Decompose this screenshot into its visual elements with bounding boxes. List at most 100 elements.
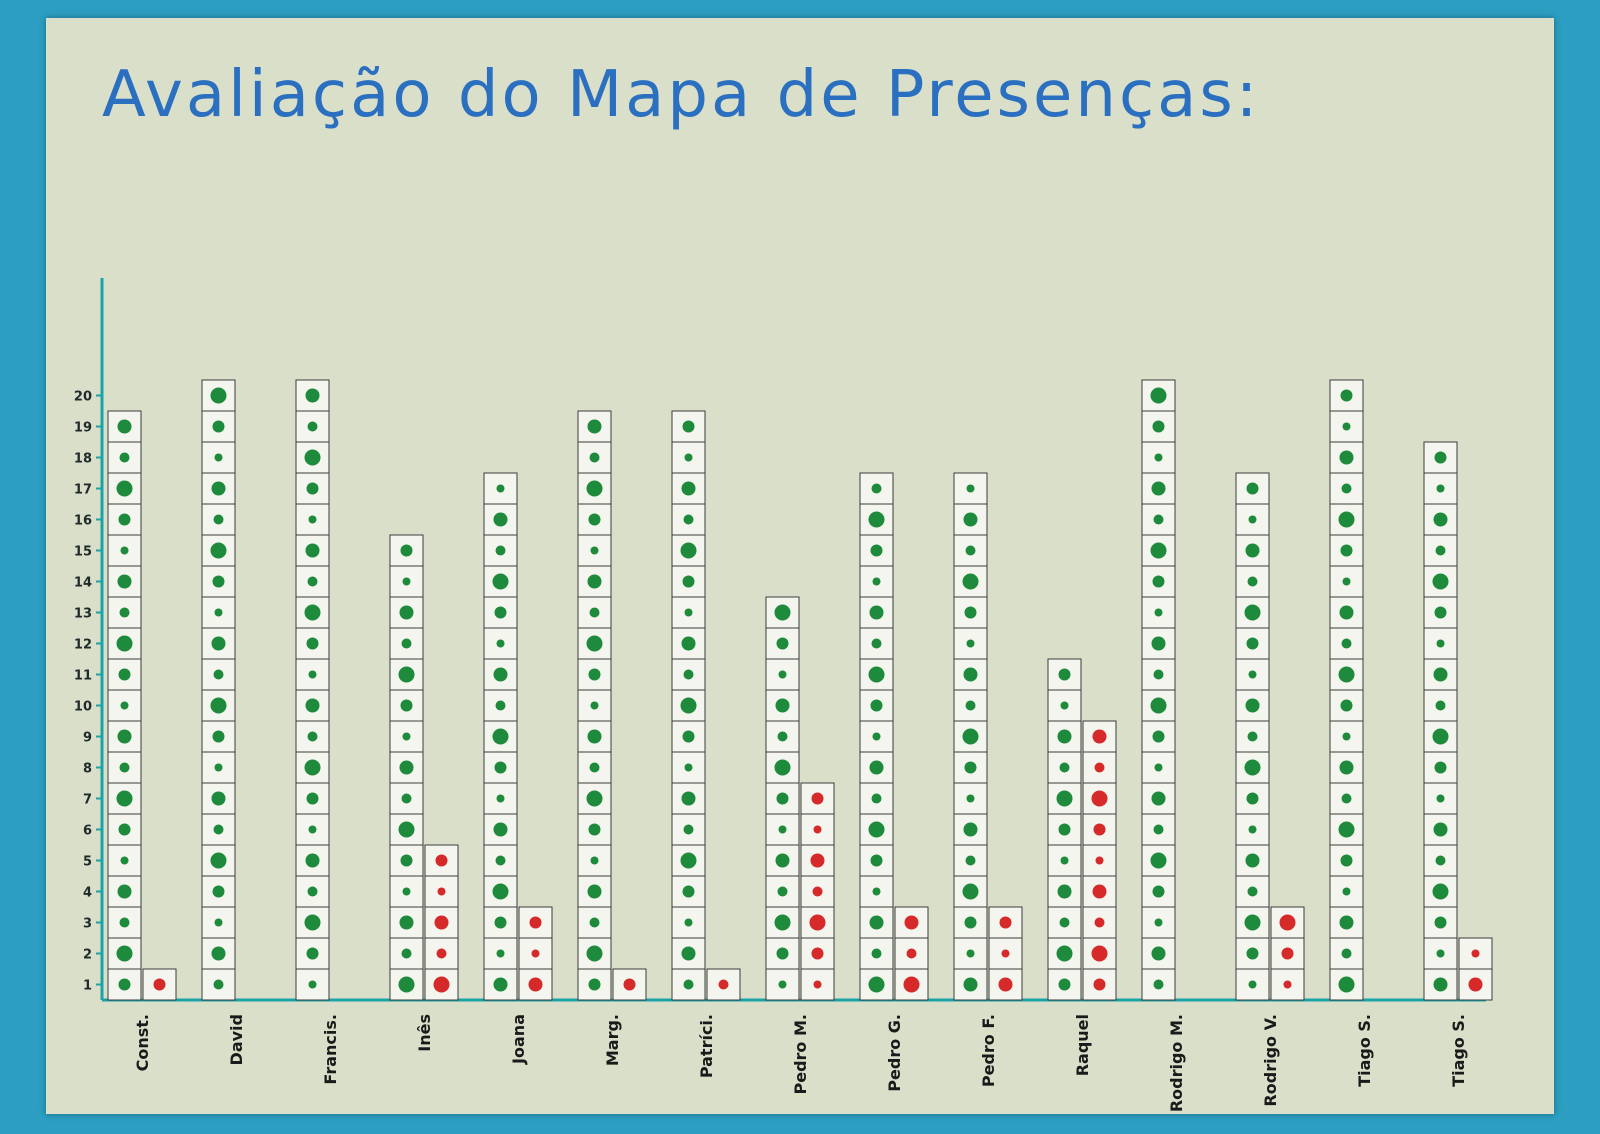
attendance-cell — [1423, 875, 1458, 908]
present-bar — [1235, 472, 1270, 1001]
y-tick-label: 13 — [74, 607, 92, 622]
attendance-dot — [1058, 978, 1071, 991]
attendance-dot — [682, 420, 695, 433]
attendance-dot — [963, 977, 978, 992]
attendance-cell — [577, 813, 612, 846]
attendance-dot — [870, 544, 883, 557]
category-label: Francis. — [321, 1014, 340, 1085]
attendance-cell — [953, 534, 988, 567]
category-label: Rodrigo M. — [1167, 1014, 1186, 1112]
attendance-dot — [684, 453, 693, 462]
attendance-dot — [1340, 389, 1353, 402]
attendance-dot — [684, 763, 693, 772]
attendance-dot — [1247, 576, 1258, 587]
present-bar — [859, 472, 894, 1001]
attendance-dot — [400, 544, 413, 557]
present-bar — [765, 596, 800, 1001]
attendance-dot — [683, 979, 694, 990]
attendance-dot — [210, 697, 227, 714]
attendance-dot — [1056, 945, 1073, 962]
attendance-dot — [1245, 543, 1260, 558]
attendance-dot — [1094, 762, 1105, 773]
attendance-dot — [1340, 699, 1353, 712]
attendance-dot — [776, 792, 789, 805]
attendance-dot — [211, 636, 226, 651]
attendance-dot — [998, 977, 1013, 992]
attendance-dot — [399, 605, 414, 620]
attendance-dot — [529, 916, 542, 929]
attendance-dot — [1058, 823, 1071, 836]
attendance-dot — [872, 887, 881, 896]
attendance-dot — [436, 948, 447, 959]
attendance-dot — [308, 515, 317, 524]
attendance-cell — [953, 751, 988, 784]
attendance-dot — [777, 731, 788, 742]
attendance-dot — [681, 791, 696, 806]
attendance-dot — [683, 514, 694, 525]
attendance-dot — [1248, 825, 1257, 834]
y-tick-label: 17 — [74, 483, 92, 498]
attendance-dot — [1436, 794, 1445, 803]
attendance-dot — [307, 731, 318, 742]
attendance-dot — [308, 825, 317, 834]
attendance-dot — [304, 604, 321, 621]
attendance-cell — [859, 503, 894, 536]
category-label: Tiago S. — [1449, 1014, 1468, 1087]
attendance-dot — [681, 946, 696, 961]
attendance-dot — [531, 949, 540, 958]
attendance-dot — [1244, 914, 1261, 931]
attendance-dot — [966, 639, 975, 648]
present-bar — [953, 472, 988, 1001]
attendance-dot — [869, 605, 884, 620]
attendance-dot — [213, 669, 224, 680]
category-label: Rodrigo V. — [1261, 1014, 1280, 1107]
present-bar — [389, 534, 424, 1001]
attendance-dot — [1434, 761, 1447, 774]
attendance-dot — [778, 980, 787, 989]
present-bar — [671, 410, 706, 1001]
attendance-dot — [434, 915, 449, 930]
attendance-cell — [577, 720, 612, 753]
attendance-dot — [682, 730, 695, 743]
attendance-dot — [401, 948, 412, 959]
category-label: Inês — [415, 1014, 434, 1052]
attendance-dot — [118, 978, 131, 991]
attendance-dot — [399, 915, 414, 930]
attendance-dot — [811, 792, 824, 805]
attendance-dot — [1279, 914, 1296, 931]
category-label: Raquel — [1073, 1014, 1092, 1076]
attendance-dot — [962, 573, 979, 590]
y-tick-label: 11 — [74, 669, 92, 684]
absent-bar — [706, 968, 741, 1001]
attendance-cell — [577, 596, 612, 629]
attendance-dot — [871, 638, 882, 649]
category-label: Const. — [133, 1014, 152, 1071]
attendance-dot — [117, 884, 132, 899]
attendance-dot — [398, 821, 415, 838]
attendance-dot — [119, 762, 130, 773]
attendance-dot — [210, 542, 227, 559]
attendance-dot — [1433, 977, 1448, 992]
attendance-dot — [1092, 729, 1107, 744]
attendance-dot — [117, 419, 132, 434]
attendance-dot — [1152, 730, 1165, 743]
attendance-dot — [1001, 949, 1010, 958]
attendance-dot — [212, 885, 225, 898]
attendance-dot — [1247, 731, 1258, 742]
attendance-dot — [210, 387, 227, 404]
y-tick-label: 3 — [83, 917, 92, 932]
attendance-dot — [1341, 793, 1352, 804]
attendance-dot — [401, 793, 412, 804]
attendance-dot — [964, 606, 977, 619]
attendance-dot — [1150, 542, 1167, 559]
absent-bar — [988, 906, 1023, 1001]
attendance-dot — [681, 636, 696, 651]
attendance-dot — [1341, 483, 1352, 494]
attendance-dot — [588, 668, 601, 681]
attendance-dot — [1340, 544, 1353, 557]
attendance-cell — [107, 627, 142, 660]
attendance-dot — [1057, 884, 1072, 899]
attendance-dot — [682, 575, 695, 588]
y-tick-label: 5 — [83, 855, 92, 870]
